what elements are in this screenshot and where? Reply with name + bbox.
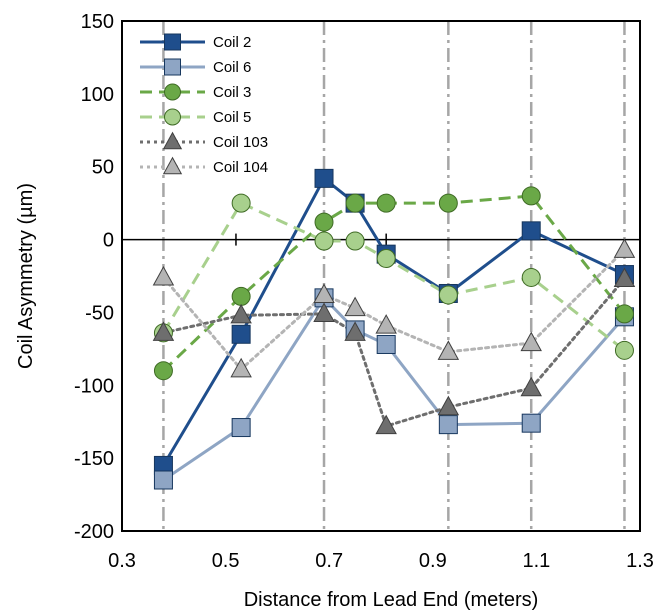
data-point-coil-3-6 xyxy=(521,186,541,206)
legend-item-coil-3: Coil 3 xyxy=(140,83,251,101)
data-point-coil-104-2 xyxy=(313,283,335,304)
y-tick-label: 0 xyxy=(103,230,114,252)
x-tick-label: 0.7 xyxy=(315,550,343,572)
data-point-coil-3-5 xyxy=(438,193,458,213)
legend-marker xyxy=(162,131,183,150)
legend-item-coil-2: Coil 2 xyxy=(140,33,251,51)
data-point-coil-103-1 xyxy=(230,303,252,324)
data-point-coil-6-5 xyxy=(438,415,458,435)
legend: Coil 2 Coil 6 Coil 3 Coil 5 Coil 103 Coil 104 xyxy=(140,33,268,176)
x-axis-title: Distance from Lead End (meters) xyxy=(244,589,539,611)
data-point-coil-103-7 xyxy=(613,267,636,287)
data-point-coil-104-3 xyxy=(344,296,366,317)
legend-marker xyxy=(164,108,181,126)
data-point-coil-5-5 xyxy=(438,285,458,305)
y-axis-title: Coil Asymmetry (µm) xyxy=(15,183,37,369)
legend-item-coil-5: Coil 5 xyxy=(140,108,251,126)
y-tick-label: 100 xyxy=(81,84,114,106)
series-line-coil-5 xyxy=(162,201,626,352)
data-point-coil-2-1 xyxy=(231,324,251,344)
y-tick-label: 50 xyxy=(92,157,114,179)
data-point-coil-103-3 xyxy=(344,321,366,341)
data-point-coil-2-6 xyxy=(521,221,541,241)
series-line-coil-3 xyxy=(162,194,626,372)
y-tick-label: -50 xyxy=(85,302,114,324)
data-point-coil-104-5 xyxy=(437,340,460,360)
legend-label: Coil 104 xyxy=(213,159,268,176)
data-point-coil-5-7 xyxy=(614,340,634,360)
legend-item-coil-103: Coil 103 xyxy=(140,131,268,151)
data-point-coil-6-0 xyxy=(153,470,173,490)
data-point-coil-5-4 xyxy=(376,249,396,269)
series-line-coil-2 xyxy=(162,176,626,467)
series-lines xyxy=(161,176,626,482)
series-line-coil-103 xyxy=(161,277,626,428)
legend-label: Coil 3 xyxy=(213,84,251,101)
data-point-coil-5-1 xyxy=(231,193,251,213)
y-tick-label: 150 xyxy=(81,11,114,33)
y-axis-tick-labels: -200 -150 -100 -50 0 50 100 150 xyxy=(74,11,114,543)
data-point-coil-6-1 xyxy=(231,418,251,438)
data-point-coil-5-3 xyxy=(345,231,365,251)
y-tick-label: -150 xyxy=(74,448,114,470)
data-point-coil-6-4 xyxy=(376,334,396,354)
data-point-coil-104-0 xyxy=(152,265,175,286)
x-tick-label: 1.1 xyxy=(522,550,550,572)
series-markers xyxy=(152,168,636,490)
data-point-coil-3-4 xyxy=(376,193,396,213)
legend-label: Coil 103 xyxy=(213,134,268,151)
data-point-coil-103-4 xyxy=(375,414,397,435)
data-point-coil-104-1 xyxy=(230,357,252,378)
legend-marker xyxy=(164,83,181,101)
data-point-coil-103-0 xyxy=(152,321,175,341)
data-point-coil-103-6 xyxy=(520,376,542,397)
series-line-coil-6 xyxy=(162,295,626,482)
x-axis-tick-labels: 0.3 0.5 0.7 0.9 1.1 1.3 xyxy=(108,550,654,572)
y-tick-label: -200 xyxy=(74,521,114,543)
x-tick-label: 0.5 xyxy=(212,550,240,572)
data-point-coil-3-0 xyxy=(153,361,173,381)
legend-label: Coil 6 xyxy=(213,59,251,76)
data-point-coil-3-3 xyxy=(345,193,365,213)
data-point-coil-3-1 xyxy=(231,286,251,306)
legend-marker xyxy=(164,58,181,76)
data-point-coil-104-7 xyxy=(613,238,636,258)
data-point-coil-104-4 xyxy=(375,314,397,334)
data-point-coil-104-6 xyxy=(520,331,542,352)
data-point-coil-103-5 xyxy=(437,395,460,416)
series-line-coil-104 xyxy=(161,248,626,372)
plot-area-frame xyxy=(121,20,641,532)
x-tick-label: 0.3 xyxy=(108,550,136,572)
data-point-coil-3-7 xyxy=(614,304,634,324)
legend-item-coil-6: Coil 6 xyxy=(140,58,251,76)
legend-marker xyxy=(164,33,181,51)
data-point-coil-103-2 xyxy=(313,302,335,322)
data-point-coil-5-6 xyxy=(521,267,541,287)
data-point-coil-3-2 xyxy=(314,212,334,232)
data-point-coil-2-2 xyxy=(314,168,334,188)
legend-marker xyxy=(162,156,183,175)
legend-item-coil-104: Coil 104 xyxy=(140,156,268,176)
legend-label: Coil 2 xyxy=(213,34,251,51)
y-tick-label: -100 xyxy=(74,375,114,397)
x-tick-label: 0.9 xyxy=(419,550,447,572)
zero-line-group xyxy=(122,233,640,246)
data-point-coil-5-2 xyxy=(314,231,334,251)
legend-label: Coil 5 xyxy=(213,109,251,126)
data-point-coil-6-6 xyxy=(521,413,541,433)
x-tick-label: 1.3 xyxy=(626,550,654,572)
